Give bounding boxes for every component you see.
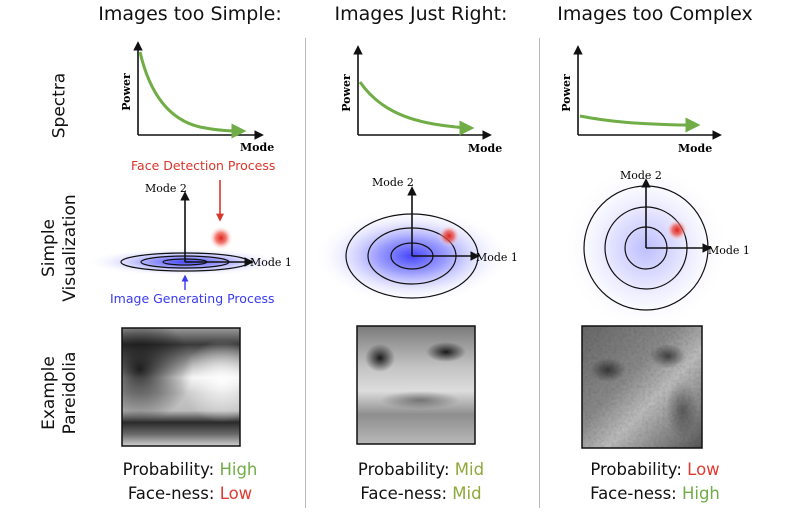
- spectra-plot-just-right: Power Mode: [340, 45, 502, 155]
- faceness-value: High: [681, 484, 720, 503]
- probability-value: Mid: [454, 460, 485, 479]
- spectrum-curve: [579, 114, 701, 133]
- pareidolia-image-simple: [121, 327, 241, 447]
- probability-line: Probability: Mid: [306, 458, 536, 482]
- image-generating-annotation: Image Generating Process: [110, 291, 275, 306]
- probability-label: Probability:: [357, 460, 450, 479]
- pareidolia-image-just-right: [356, 325, 476, 445]
- mode2-label: Mode 2: [372, 176, 414, 189]
- right-eye-shadow: [426, 342, 466, 362]
- faceness-value: Low: [219, 484, 253, 503]
- faceness-label: Face-ness:: [590, 484, 677, 503]
- left-eye-shadow: [365, 344, 395, 372]
- probability-line: Probability: Low: [540, 458, 770, 482]
- faceness-line: Face-ness: Mid: [306, 482, 536, 506]
- face-detection-blob: [438, 225, 460, 247]
- mode1-label: Mode 1: [476, 251, 518, 264]
- visualization-simple: Mode 2 Mode 1: [85, 180, 292, 290]
- right-eye-shadow: [650, 344, 686, 368]
- visualization-just-right: Mode 2 Mode 1: [314, 176, 518, 304]
- faceness-line: Face-ness: High: [540, 482, 770, 506]
- stats-just-right: Probability: Mid Face-ness: Mid: [306, 458, 536, 506]
- probability-value: High: [219, 460, 258, 479]
- column-title-complex: Images too Complex: [557, 3, 753, 25]
- probability-value: Low: [687, 460, 720, 479]
- faceness-label: Face-ness:: [360, 484, 448, 503]
- spectra-plot-simple: Power Mode: [120, 41, 274, 154]
- column-title-simple: Images too Simple:: [98, 3, 282, 25]
- face-detection-blob: [209, 226, 233, 250]
- faceness-label: Face-ness:: [127, 484, 215, 503]
- pareidolia-image-complex: [581, 325, 703, 449]
- spectrum-curve: [138, 51, 247, 139]
- column-divider-left: [305, 38, 306, 508]
- stats-simple: Probability: High Face-ness: Low: [75, 458, 305, 506]
- spectra-ylabel: Power: [560, 74, 573, 112]
- mouth-shadow: [380, 391, 460, 409]
- spectrum-curve: [358, 81, 475, 136]
- spectra-ylabel: Power: [120, 73, 133, 111]
- mode2-label: Mode 2: [145, 182, 187, 195]
- mode1-label: Mode 1: [250, 256, 292, 269]
- probability-label: Probability:: [122, 460, 215, 479]
- stats-complex: Probability: Low Face-ness: High: [540, 458, 770, 506]
- probability-line: Probability: High: [75, 458, 305, 482]
- face-detection-blob: [666, 219, 688, 241]
- probability-label: Probability:: [590, 460, 682, 479]
- spectra-xlabel: Mode: [240, 141, 274, 154]
- mode2-label: Mode 2: [620, 169, 662, 182]
- faceness-value: Mid: [452, 484, 482, 503]
- faceness-line: Face-ness: Low: [75, 482, 305, 506]
- mode1-label: Mode 1: [708, 244, 750, 257]
- spectra-ylabel: Power: [340, 74, 353, 112]
- spectra-xlabel: Mode: [678, 142, 712, 155]
- spectra-plot-complex: Power Mode: [560, 45, 722, 155]
- spectra-xlabel: Mode: [468, 142, 502, 155]
- face-detection-annotation: Face Detection Process: [131, 158, 276, 173]
- column-divider-right: [539, 38, 540, 508]
- visualization-complex: Mode 2 Mode 1: [562, 164, 750, 332]
- column-title-just-right: Images Just Right:: [334, 3, 508, 25]
- left-eye-shadow: [590, 358, 626, 382]
